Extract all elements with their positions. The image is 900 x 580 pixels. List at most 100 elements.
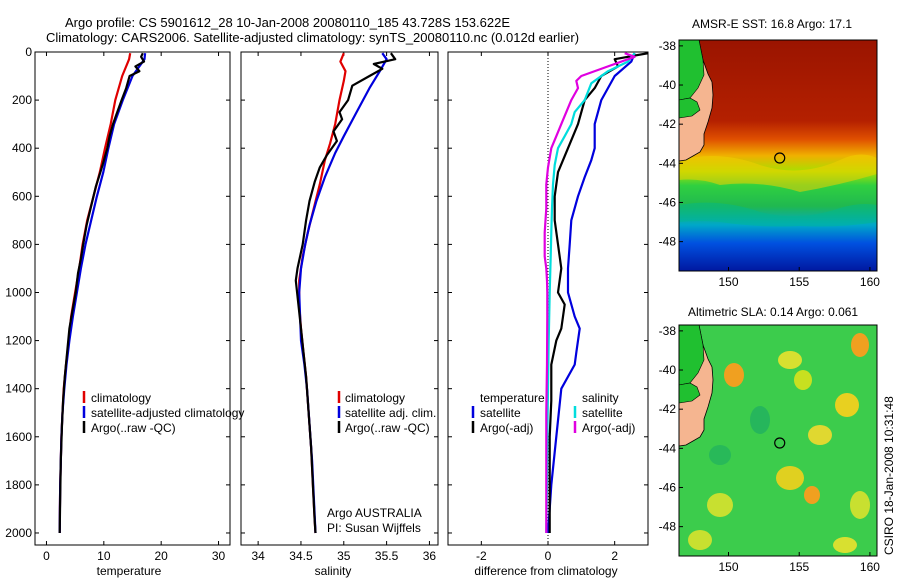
y-tick-label: 0 bbox=[25, 45, 32, 59]
y-tick-label: 1400 bbox=[5, 382, 32, 396]
y-tick-label: -38 bbox=[659, 324, 677, 338]
sst-map-title: AMSR-E SST: 16.8 Argo: 17.1 bbox=[692, 17, 852, 31]
temperature-xlabel: temperature bbox=[97, 564, 162, 578]
x-tick-label: 36 bbox=[423, 549, 437, 563]
x-tick-label: 150 bbox=[718, 560, 738, 574]
salinity-lines bbox=[294, 52, 397, 534]
y-tick-label: -44 bbox=[659, 441, 677, 455]
legend-label: satellite-adjusted climatology bbox=[91, 406, 244, 420]
sla-blob bbox=[709, 445, 731, 465]
x-tick-label: 150 bbox=[718, 275, 738, 289]
y-tick-label: 1200 bbox=[5, 334, 32, 348]
y-tick-label: 600 bbox=[12, 189, 32, 203]
x-tick-label: 35 bbox=[337, 549, 351, 563]
sst-field-mottling bbox=[679, 154, 877, 192]
sla-blob bbox=[776, 466, 804, 490]
sla-map bbox=[678, 324, 878, 557]
y-tick-label: 1000 bbox=[5, 285, 32, 299]
legend-label: climatology bbox=[345, 391, 405, 405]
legend-label: climatology bbox=[91, 391, 151, 405]
argo-program-label: Argo AUSTRALIA bbox=[327, 506, 422, 520]
legend-label: Argo(..raw -QC) bbox=[345, 421, 430, 435]
series-line-argo bbox=[294, 52, 397, 534]
x-tick-label: 160 bbox=[860, 275, 880, 289]
sla-blob bbox=[808, 425, 832, 445]
sla-blob bbox=[850, 491, 870, 519]
x-tick-label: 0 bbox=[43, 549, 50, 563]
sst-field bbox=[679, 40, 877, 271]
y-tick-label: 800 bbox=[12, 237, 32, 251]
sla-map-title: Altimetric SLA: 0.14 Argo: 0.061 bbox=[688, 305, 858, 319]
difference-lines bbox=[543, 52, 648, 534]
sla-blob bbox=[851, 333, 869, 357]
temperature-legend: climatology satellite-adjusted climatolo… bbox=[82, 391, 244, 435]
difference-xlabel: difference from climatology bbox=[474, 564, 617, 578]
salinity-legend: climatology satellite adj. clim. Argo(..… bbox=[337, 391, 436, 435]
y-tick-label: 1800 bbox=[5, 478, 32, 492]
x-tick-label: 34.5 bbox=[289, 549, 313, 563]
x-tick-label: 35.5 bbox=[375, 549, 399, 563]
legend-heading-salinity: salinity bbox=[582, 391, 619, 405]
sla-blob bbox=[804, 486, 820, 504]
y-tick-label: -46 bbox=[659, 195, 677, 209]
x-tick-label: 155 bbox=[789, 275, 809, 289]
x-tick-label: 2 bbox=[611, 549, 618, 563]
x-tick-label: 0 bbox=[545, 549, 552, 563]
temperature-axes bbox=[34, 51, 231, 546]
x-tick-label: 160 bbox=[860, 560, 880, 574]
y-tick-label: -40 bbox=[659, 363, 677, 377]
sla-field bbox=[679, 325, 877, 556]
sst-argo-marker bbox=[774, 152, 786, 164]
series-line-salinity_satellite bbox=[545, 52, 636, 534]
sla-map-frame bbox=[678, 324, 878, 557]
y-tick-label: 2000 bbox=[5, 526, 32, 540]
legend-label: satellite bbox=[480, 406, 521, 420]
difference-ticks: -2 0 2 bbox=[448, 51, 648, 563]
legend-label: satellite adj. clim. bbox=[345, 406, 436, 420]
y-tick-label: -48 bbox=[659, 235, 677, 249]
y-tick-label: -44 bbox=[659, 156, 677, 170]
sst-field-mottling bbox=[679, 202, 877, 227]
sla-blob bbox=[750, 406, 770, 434]
legend-label: satellite bbox=[582, 406, 623, 420]
csiro-timestamp-label: CSIRO 18-Jan-2008 10:31:48 bbox=[882, 396, 896, 555]
y-tick-label: 400 bbox=[12, 141, 32, 155]
series-line-satellite bbox=[546, 52, 636, 534]
sla-map-ticks: 150 155 160 -38 -40 -42 -44 -46 -48 bbox=[659, 324, 881, 574]
sla-blob bbox=[778, 351, 802, 369]
y-tick-label: -46 bbox=[659, 480, 677, 494]
sla-blob bbox=[724, 363, 744, 387]
x-tick-label: 20 bbox=[154, 549, 168, 563]
legend-label: Argo(-adj) bbox=[582, 421, 635, 435]
sla-blob bbox=[794, 370, 812, 390]
y-tick-label: 200 bbox=[12, 93, 32, 107]
figure-title-line1: Argo profile: CS 5901612_28 10-Jan-2008 … bbox=[65, 15, 510, 30]
sla-blob bbox=[835, 393, 859, 417]
sst-map-frame bbox=[678, 39, 878, 272]
y-tick-label: -38 bbox=[659, 39, 677, 53]
y-tick-label: -42 bbox=[659, 117, 677, 131]
temperature-lines bbox=[58, 52, 147, 534]
sla-argo-marker bbox=[774, 437, 786, 449]
x-tick-label: -2 bbox=[476, 549, 487, 563]
series-line-argo bbox=[548, 52, 648, 533]
salinity-xlabel: salinity bbox=[315, 564, 352, 578]
salinity-ticks: 34 34.5 35 35.5 36 bbox=[241, 51, 438, 563]
temperature-ticks: 0 10 20 30 0 200 400 600 800 1000 1200 1400 1600 1800… bbox=[5, 45, 230, 563]
sla-blob bbox=[707, 493, 733, 517]
figure-title-line2: Climatology: CARS2006. Satellite-adjuste… bbox=[46, 30, 579, 45]
salinity-axes bbox=[240, 51, 439, 546]
x-tick-label: 10 bbox=[97, 549, 111, 563]
sst-map-ticks: 150 155 160 -38 -40 -42 -44 -46 -48 bbox=[659, 39, 881, 289]
legend-label: Argo(..raw -QC) bbox=[91, 421, 176, 435]
x-tick-label: 34 bbox=[251, 549, 265, 563]
sst-map bbox=[678, 39, 878, 272]
y-tick-label: -40 bbox=[659, 78, 677, 92]
series-line-salinity_argo bbox=[543, 52, 636, 533]
y-tick-label: -42 bbox=[659, 402, 677, 416]
y-tick-label: 1600 bbox=[5, 430, 32, 444]
y-tick-label: -48 bbox=[659, 520, 677, 534]
legend-heading-temperature: temperature bbox=[480, 391, 545, 405]
pi-label: PI: Susan Wijffels bbox=[327, 521, 421, 535]
